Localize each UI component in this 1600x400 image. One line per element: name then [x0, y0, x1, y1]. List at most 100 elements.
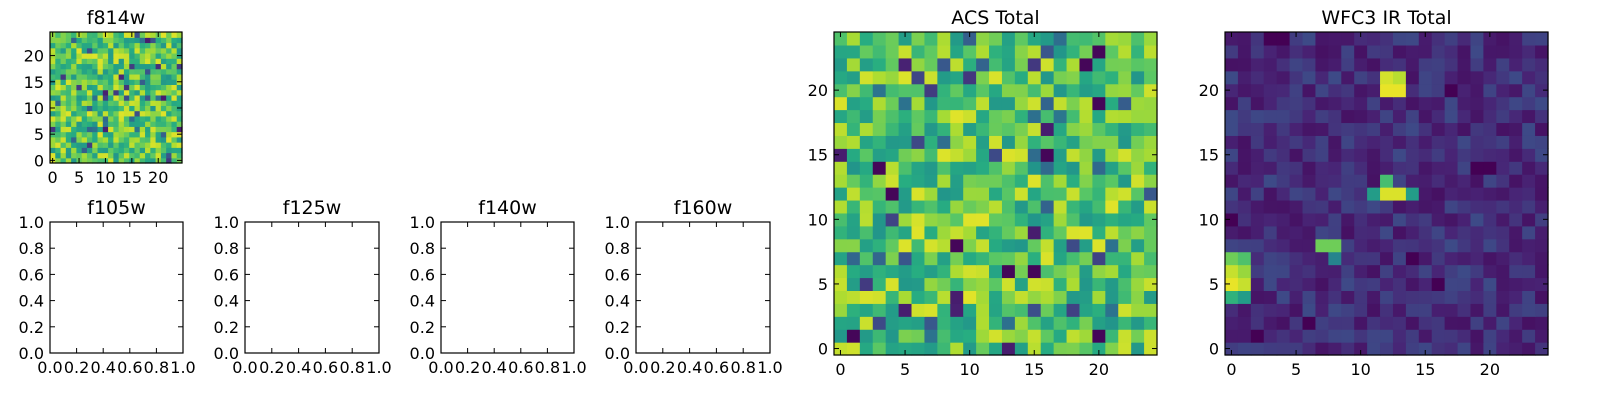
panel-5-cell [1014, 57, 1029, 72]
panel-6-cell [1457, 187, 1472, 201]
panel-6-cell [1380, 316, 1394, 330]
panel-5-cell [924, 174, 938, 188]
panel-5-cell [963, 96, 977, 111]
panel-6-cell [1289, 342, 1304, 356]
panel-0-cell [102, 110, 109, 117]
panel-0-cell [129, 84, 136, 91]
panel-5-cell [911, 57, 926, 72]
panel-0-cell [76, 131, 83, 138]
panel-0-cell [139, 147, 146, 154]
panel-0-cell [65, 79, 72, 85]
panel-0-cell [92, 63, 99, 70]
panel-5-cell [950, 264, 964, 279]
panel-5-cell [898, 342, 913, 356]
panel-5-cell [963, 264, 977, 279]
panel-6-cell [1380, 161, 1394, 175]
panel-0-cell [81, 73, 88, 80]
panel-0-cell [166, 94, 173, 101]
panel-0-title: f814w [87, 7, 146, 29]
panel-5-cell [937, 342, 951, 356]
panel-6-cell [1405, 290, 1420, 304]
panel-0-cell [129, 110, 136, 117]
panel-0-cell [76, 152, 83, 159]
panel-6-cell [1289, 122, 1304, 136]
panel-6-cell [1496, 174, 1510, 188]
panel-0-cell [118, 110, 125, 117]
panel-6-cell [1418, 148, 1433, 162]
panel-6-cell [1457, 264, 1472, 279]
panel-5-cell [1027, 329, 1042, 343]
panel-0-cell [134, 105, 141, 112]
panel-0-cell [108, 73, 114, 80]
panel-6-cell [1431, 70, 1446, 85]
panel-6-cell [1535, 57, 1549, 72]
panel-5-cell [898, 32, 913, 46]
panel-6-cell [1457, 238, 1472, 253]
panel-0-cell [166, 110, 173, 117]
panel-5-cell [834, 187, 848, 201]
panel-0-cell [129, 115, 136, 122]
panel-6-cell [1263, 342, 1278, 356]
panel-6-cell [1496, 290, 1510, 304]
panel-0-cell [166, 58, 173, 65]
panel-5-cell [859, 96, 874, 111]
panel-0-cell [50, 47, 56, 54]
panel-0-cell [55, 94, 62, 101]
panel-5-cell [950, 174, 964, 188]
panel-5-cell [1118, 83, 1132, 98]
panel-6-cell [1380, 187, 1394, 201]
panel-5-cell [1144, 44, 1158, 59]
panel-0-cell [60, 100, 67, 106]
panel-0-cell [97, 37, 104, 44]
panel-5-cell [924, 329, 938, 343]
panel-5-cell [1001, 174, 1016, 188]
panel-6-cell [1509, 277, 1523, 291]
panel-5-cell [1092, 277, 1106, 291]
panel-5-cell [1040, 187, 1055, 201]
panel-6-cell [1237, 135, 1252, 149]
panel-0-cell [60, 115, 67, 122]
panel-0-cell [150, 32, 157, 38]
panel-5-cell [1014, 316, 1029, 330]
panel-5-cell [1092, 187, 1106, 201]
panel-6-cell [1367, 264, 1381, 279]
panel-6-cell [1276, 316, 1291, 330]
panel-5-cell [989, 199, 1003, 214]
panel-5-cell [963, 70, 977, 85]
panel-5-cell [859, 148, 874, 162]
panel-5-cell [846, 70, 861, 85]
panel-6-cell [1341, 251, 1355, 266]
panel-6-cell [1418, 251, 1433, 266]
panel-5-cell [911, 199, 926, 214]
panel-0-cell [160, 147, 167, 154]
panel-0-cell [65, 142, 72, 148]
panel-5-cell [1066, 225, 1081, 240]
panel-0-cell [65, 152, 72, 159]
panel-0-cell [92, 152, 99, 159]
panel-5-cell [911, 96, 926, 111]
panel-0-cell [160, 152, 167, 159]
panel-5-cell [911, 148, 926, 162]
panel-5-cell [1144, 174, 1158, 188]
panel-4-xtick-label: 0.2 [650, 358, 675, 377]
panel-0-cell [60, 58, 67, 65]
panel-5-cell [872, 70, 887, 85]
panel-5-cell [898, 57, 913, 72]
panel-6-cell [1509, 161, 1523, 175]
panel-5-cell [1118, 122, 1132, 136]
panel-6-cell [1522, 187, 1536, 201]
panel-6-cell [1509, 32, 1523, 46]
panel-0-cell [118, 84, 125, 91]
panel-6-cell [1289, 251, 1304, 266]
panel-5-cell [911, 225, 926, 240]
panel-6-cell [1535, 238, 1549, 253]
panel-5-cell [1053, 342, 1068, 356]
panel-5-cell [1027, 161, 1042, 175]
panel-1-ytick-label: 0.2 [19, 318, 44, 337]
panel-0-cell [150, 79, 157, 85]
panel-6-cell [1237, 303, 1252, 317]
panel-5-cell [1079, 303, 1093, 317]
panel-0-cell [65, 121, 72, 127]
panel-5-cell [1144, 251, 1158, 266]
panel-6-cell [1457, 225, 1472, 240]
